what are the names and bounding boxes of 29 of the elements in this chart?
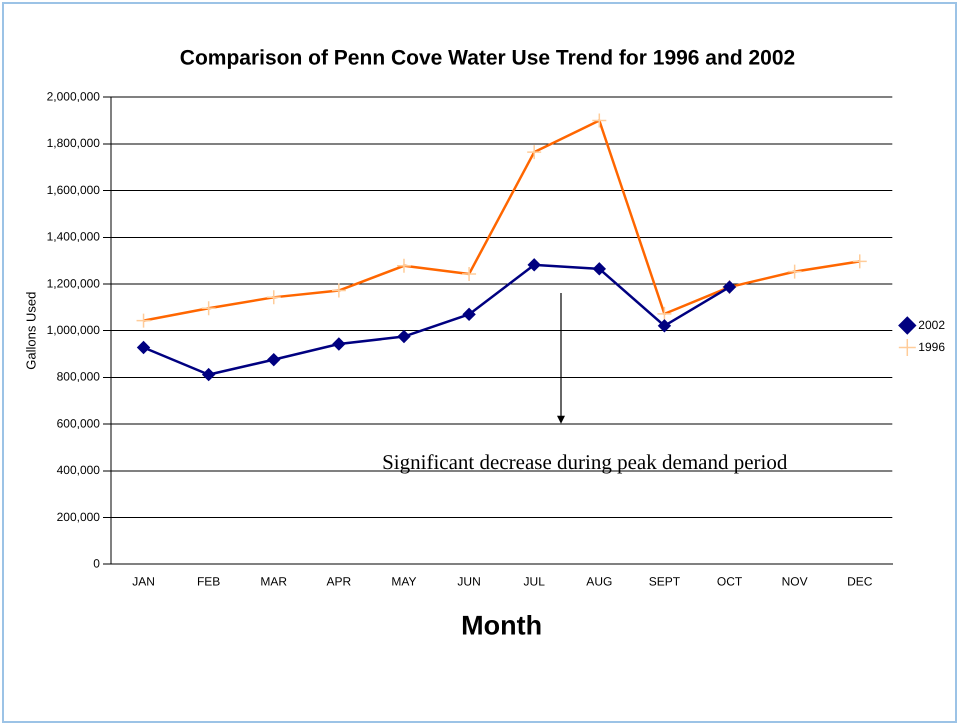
y-tick-label: 1,000,000: [46, 323, 100, 338]
x-tick-label: JUN: [457, 574, 481, 589]
x-tick-label: MAR: [260, 574, 288, 589]
y-tick-label: 0: [93, 556, 100, 571]
x-tick-label: AUG: [586, 574, 612, 589]
x-tick-label: DEC: [847, 574, 873, 589]
x-tick-label: JUL: [524, 574, 546, 589]
legend-label: 2002: [918, 318, 946, 332]
x-tick-label: MAY: [391, 574, 417, 589]
y-axis-title: Gallons Used: [23, 292, 38, 370]
y-tick-label: 1,200,000: [46, 276, 100, 290]
x-tick-label: NOV: [782, 574, 808, 589]
annotation: Significant decrease during peak demand period: [382, 450, 788, 474]
y-tick-label: 1,800,000: [46, 136, 100, 150]
x-tick-label: JAN: [132, 574, 155, 589]
y-tick-label: 1,400,000: [46, 230, 100, 244]
x-tick-label: APR: [326, 574, 352, 589]
y-tick-label: 1,600,000: [46, 182, 100, 197]
x-axis-title: Month: [461, 610, 542, 640]
x-tick-label: OCT: [716, 574, 743, 589]
y-tick-label: 800,000: [56, 370, 100, 384]
y-tick-label: 600,000: [56, 416, 100, 430]
x-tick-label: SEPT: [648, 574, 681, 589]
chart-title: Comparison of Penn Cove Water Use Trend for 1996 and 2002: [180, 46, 796, 70]
y-tick-label: 400,000: [56, 463, 100, 478]
x-tick-label: FEB: [196, 574, 220, 589]
y-tick-label: 200,000: [56, 510, 100, 524]
legend-label: 1996: [918, 340, 946, 354]
y-tick-label: 2,000,000: [46, 90, 100, 104]
